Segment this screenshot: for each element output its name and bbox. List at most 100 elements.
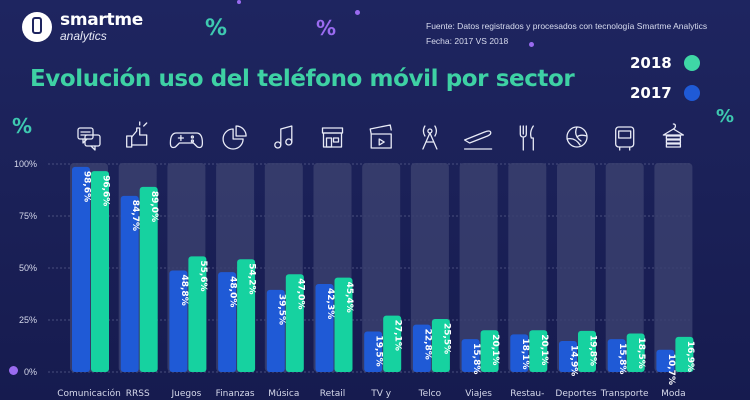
x-tick-label: Retail (320, 389, 345, 399)
x-tick-label: TV y (370, 389, 392, 399)
bar-2018 (626, 333, 645, 372)
data-label: 96,6% (101, 175, 111, 206)
legend-item-2017: 2017 (630, 78, 700, 108)
data-label: 16,9% (685, 341, 695, 372)
bar-2018 (431, 318, 450, 372)
x-tick-label: Deportes (555, 389, 596, 399)
data-label: 45,4% (344, 282, 354, 313)
bus-icon (615, 126, 635, 151)
bar-2017 (656, 349, 675, 372)
bar-2018 (578, 330, 596, 372)
volleyball-icon (566, 126, 588, 148)
bar-track (459, 163, 498, 372)
bar-2018 (188, 256, 207, 372)
clothes-hanger-icon (662, 123, 685, 148)
percent-decoration-icon: % (716, 106, 735, 127)
data-label: 39,5% (276, 294, 286, 325)
thumbs-up-icon (126, 121, 148, 148)
music-note-icon (274, 125, 293, 149)
bar-2018 (91, 171, 109, 372)
data-label: 84,7% (130, 200, 140, 231)
brand-subtitle: analytics (60, 29, 107, 43)
percent-decoration-icon: % (205, 16, 228, 41)
x-tick-label: Restau- (510, 389, 544, 399)
x-tick-label: RRSS (126, 389, 150, 399)
data-label: 19,5% (374, 335, 384, 366)
bar-2017 (559, 341, 577, 372)
data-label: 15,8% (617, 343, 627, 374)
gamepad-icon (169, 132, 204, 149)
bar-2018 (139, 186, 158, 372)
data-label: 10,7% (666, 354, 676, 385)
bar-2018 (383, 315, 402, 372)
bar-2017 (607, 339, 626, 372)
bar-2017 (315, 284, 334, 372)
x-tick-label: Comunicación (57, 388, 121, 399)
dot-decoration (355, 10, 360, 15)
data-label: 22,8% (422, 329, 432, 360)
bar-track (654, 163, 693, 372)
x-tick-label: Transporte (600, 389, 649, 399)
x-tick-label: Música (268, 389, 299, 399)
airplane-takeoff-icon (463, 130, 493, 150)
bar-2017 (218, 272, 237, 372)
data-label: 20,1% (490, 334, 500, 365)
data-label: 14,9% (569, 345, 579, 376)
data-label: 42,3% (325, 288, 335, 319)
y-tick-label: 75% (19, 211, 37, 221)
store-icon (321, 127, 344, 148)
legend: 2018 2017 (630, 48, 700, 108)
bar-2017 (510, 334, 529, 372)
y-tick-label: 50% (19, 263, 37, 273)
percent-decoration-icon: % (12, 114, 33, 138)
data-label: 47,0% (295, 278, 305, 309)
x-tick-label: Juegos (170, 389, 201, 399)
legend-label: 2018 (630, 54, 672, 72)
data-label: 54,2% (247, 263, 257, 294)
bar-track (557, 163, 595, 372)
bar-2017 (72, 166, 90, 372)
bar-track (605, 163, 644, 372)
fork-knife-icon (519, 125, 534, 151)
bar-2017 (461, 339, 480, 372)
legend-swatch-2017 (684, 85, 700, 101)
bar-2018 (480, 330, 499, 372)
bar-2017 (412, 324, 431, 372)
data-label: 19,8% (588, 335, 598, 366)
chart-title: Evolución uso del teléfono móvil por sec… (30, 66, 575, 92)
percent-decoration-icon: % (316, 16, 337, 40)
x-tick-label: Finanzas (216, 389, 255, 399)
y-tick-label: 100% (14, 159, 37, 169)
dot-decoration (9, 366, 18, 375)
antenna-tower-icon (422, 125, 438, 150)
logo-phone-icon (22, 12, 52, 42)
bar-2018 (334, 277, 353, 372)
pie-chart-icon (222, 125, 247, 150)
brand-name: smartme (60, 10, 143, 30)
source-note: Fuente: Datos registrados y procesados c… (426, 19, 707, 49)
dot-decoration (237, 0, 241, 4)
smartme-logo: smartme analytics (22, 12, 143, 42)
y-tick-label: 0% (24, 367, 37, 377)
data-label: 15,8% (471, 343, 481, 374)
dot-decoration (529, 42, 534, 47)
x-tick-label: Viajes (465, 389, 492, 399)
data-label: 18,1% (520, 338, 530, 369)
data-label: 20,1% (539, 334, 549, 365)
bar-2018 (237, 259, 256, 372)
data-label: 18,5% (636, 338, 646, 369)
legend-swatch-2018 (684, 55, 700, 71)
source-text: Fuente: Datos registrados y procesados c… (426, 21, 708, 31)
data-label: 98,6% (82, 171, 92, 202)
bar-2017 (266, 289, 285, 372)
clapperboard-icon (369, 124, 392, 149)
legend-label: 2017 (630, 84, 672, 102)
bar-2018 (675, 336, 694, 372)
bar-2018 (529, 330, 548, 372)
x-tick-label: Telco (418, 389, 442, 399)
bar-2017 (120, 195, 139, 372)
data-label: 48,8% (179, 274, 189, 305)
bar-2017 (169, 270, 188, 372)
data-label: 25,5% (441, 323, 451, 354)
